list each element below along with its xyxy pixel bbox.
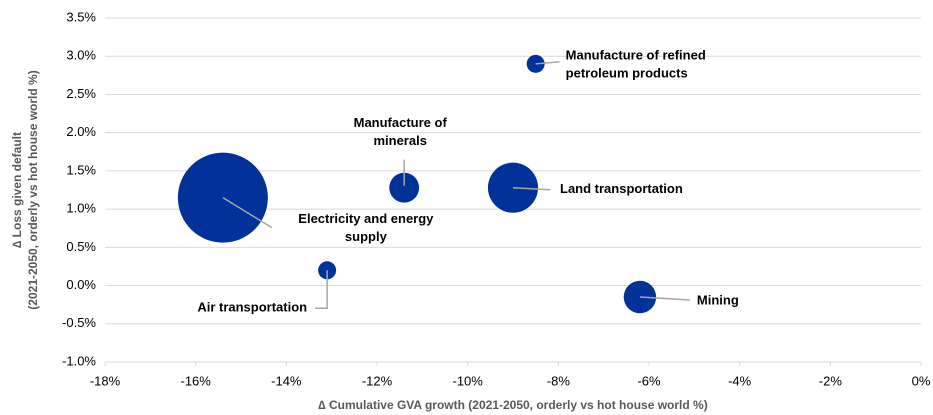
data-label: Mining <box>697 292 739 307</box>
x-tick-label: -6% <box>637 373 661 388</box>
y-axis-title: (2021-2050, orderly vs hot house world %… <box>26 70 40 309</box>
x-tick-label: -10% <box>452 373 483 388</box>
x-tick-label: -8% <box>547 373 571 388</box>
y-axis-title: ∆ Loss given default <box>10 132 24 248</box>
y-tick-label: 3.5% <box>66 9 96 24</box>
leader-line <box>222 197 273 229</box>
x-tick-label: -16% <box>180 373 211 388</box>
y-tick-label: -1.0% <box>62 353 96 368</box>
leader-line <box>639 296 690 301</box>
y-tick-label: 0.5% <box>66 239 96 254</box>
data-label: Land transportation <box>560 181 683 196</box>
x-tick-label: -4% <box>728 373 752 388</box>
y-tick-label: 2.0% <box>66 124 96 139</box>
x-tick-label: -12% <box>362 373 393 388</box>
data-label: Air transportation <box>197 300 307 315</box>
x-axis-title: ∆ Cumulative GVA growth (2021-2050, orde… <box>318 398 707 412</box>
x-tick-label: -14% <box>271 373 302 388</box>
y-tick-label: 1.5% <box>66 162 96 177</box>
leader-line <box>512 186 551 191</box>
bubble <box>526 54 545 73</box>
y-tick-label: -0.5% <box>62 315 96 330</box>
data-label: Manufacture of refined <box>566 47 706 62</box>
y-tick-label: 3.0% <box>66 48 96 63</box>
leader-line <box>535 61 560 65</box>
y-tick-label: 2.5% <box>66 86 96 101</box>
y-tick-label: 1.0% <box>66 201 96 216</box>
bubble <box>389 172 420 203</box>
data-label: Manufacture of <box>354 115 448 130</box>
data-label: Electricity and energy <box>298 211 434 226</box>
leader-line <box>315 270 328 310</box>
data-label: minerals <box>373 133 426 148</box>
y-tick-label: 0.0% <box>66 277 96 292</box>
x-tick-label: -18% <box>90 373 121 388</box>
data-label: supply <box>345 229 388 244</box>
x-tick-label: -2% <box>819 373 843 388</box>
x-tick-label: 0% <box>912 373 931 388</box>
data-label: petroleum products <box>566 65 688 80</box>
